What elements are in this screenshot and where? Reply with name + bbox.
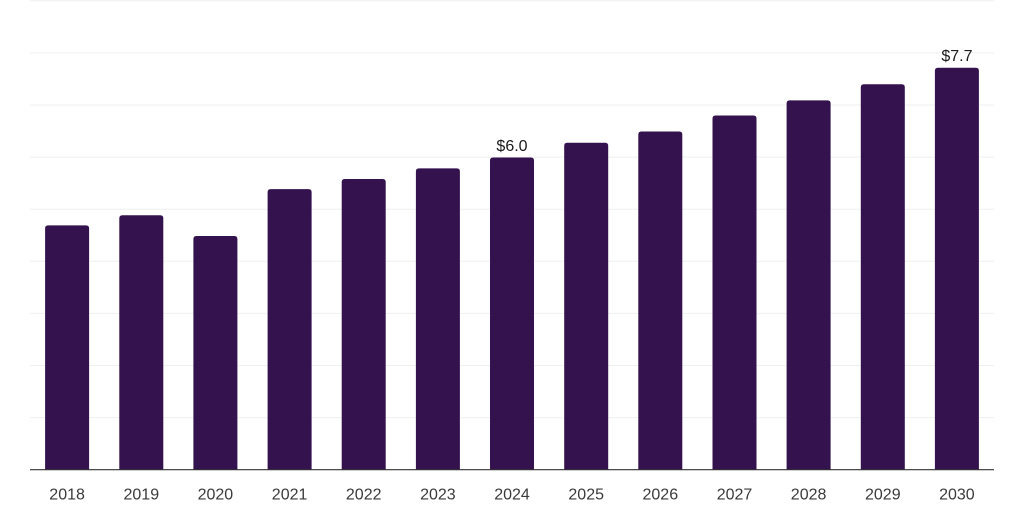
svg-text:2028: 2028 xyxy=(791,487,827,504)
svg-text:2021: 2021 xyxy=(272,487,308,504)
svg-text:2022: 2022 xyxy=(346,487,382,504)
svg-text:2029: 2029 xyxy=(865,487,901,504)
svg-text:2024: 2024 xyxy=(494,487,530,504)
svg-text:2025: 2025 xyxy=(568,487,604,504)
svg-text:2026: 2026 xyxy=(643,487,679,504)
svg-text:2018: 2018 xyxy=(49,487,85,504)
svg-text:$7.7: $7.7 xyxy=(941,48,972,65)
svg-text:2023: 2023 xyxy=(420,487,456,504)
svg-text:2019: 2019 xyxy=(124,487,160,504)
svg-text:$6.0: $6.0 xyxy=(496,138,527,155)
svg-text:2030: 2030 xyxy=(939,487,975,504)
svg-text:2027: 2027 xyxy=(717,487,753,504)
svg-text:2020: 2020 xyxy=(198,487,234,504)
